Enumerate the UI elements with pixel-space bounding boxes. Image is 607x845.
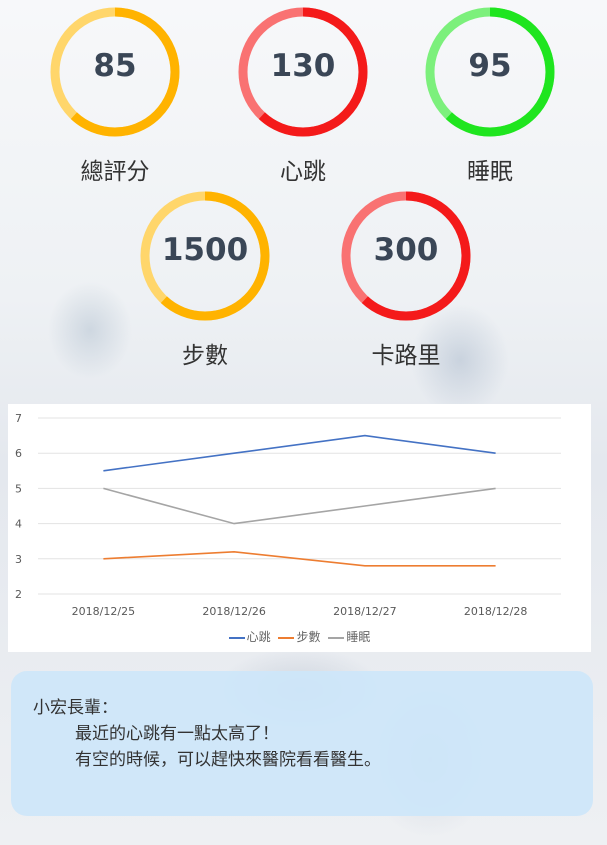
gauge-label: 卡路里 bbox=[371, 343, 441, 369]
x-tick-label: 2018/12/26 bbox=[202, 605, 265, 618]
legend-item-steps: 步數 bbox=[278, 630, 321, 644]
gauge-value: 300 bbox=[373, 232, 439, 268]
message-line-1: 最近的心跳有一點太高了！ bbox=[75, 724, 279, 744]
gauge-value: 85 bbox=[93, 48, 137, 84]
series-line-2 bbox=[103, 487, 496, 525]
y-tick-label: 6 bbox=[15, 447, 22, 460]
ring-icon bbox=[425, 7, 555, 137]
gauge-overall-score[interactable]: 85 總評分 bbox=[47, 4, 183, 186]
gauge-heart-rate[interactable]: 130 心跳 bbox=[235, 4, 371, 186]
ring-icon bbox=[341, 191, 471, 321]
x-tick-label: 2018/12/25 bbox=[72, 605, 135, 618]
gauge-label: 總評分 bbox=[80, 159, 150, 185]
ring-icon bbox=[238, 7, 368, 137]
gauge-sleep[interactable]: 95 睡眠 bbox=[422, 4, 558, 186]
x-tick-label: 2018/12/28 bbox=[464, 605, 527, 618]
gauge-label: 睡眠 bbox=[467, 159, 513, 185]
series-line-0 bbox=[103, 434, 496, 472]
y-tick-label: 5 bbox=[15, 482, 22, 495]
y-tick-label: 7 bbox=[15, 412, 22, 425]
ring-icon bbox=[50, 7, 180, 137]
y-tick-label: 4 bbox=[15, 518, 22, 531]
gauge-value: 130 bbox=[270, 48, 336, 84]
gauge-steps[interactable]: 1500 步數 bbox=[137, 188, 273, 370]
y-tick-label: 3 bbox=[15, 553, 22, 566]
gauge-value: 95 bbox=[468, 48, 512, 84]
legend-item-sleep: 睡眠 bbox=[328, 630, 370, 644]
message-greeting: 小宏長輩： bbox=[33, 698, 118, 718]
series-line-1 bbox=[103, 550, 496, 567]
x-tick-label: 2018/12/27 bbox=[333, 605, 396, 618]
gauge-value: 1500 bbox=[161, 232, 249, 268]
line-chart-plot: 2 3 4 5 6 7 2018/12/25 2018/12/26 2018/12/27 2018… bbox=[15, 412, 561, 618]
gauge-label: 心跳 bbox=[280, 159, 326, 185]
gauge-calories[interactable]: 300 卡路里 bbox=[338, 188, 474, 370]
y-tick-label: 2 bbox=[15, 588, 22, 601]
gauge-label: 步數 bbox=[182, 343, 228, 369]
doctor-message-card: 小宏長輩： 最近的心跳有一點太高了！ 有空的時候，可以趕快來醫院看看醫生。 bbox=[11, 671, 593, 816]
ring-icon bbox=[140, 191, 270, 321]
legend-item-heart-rate: 心跳 bbox=[228, 630, 271, 644]
trend-line-chart: 2 3 4 5 6 7 2018/12/25 2018/12/26 2018/12/27 2018… bbox=[8, 404, 591, 652]
message-line-2: 有空的時候，可以趕快來醫院看看醫生。 bbox=[75, 750, 381, 770]
chart-legend: 心跳 步數 睡眠 bbox=[8, 628, 591, 645]
